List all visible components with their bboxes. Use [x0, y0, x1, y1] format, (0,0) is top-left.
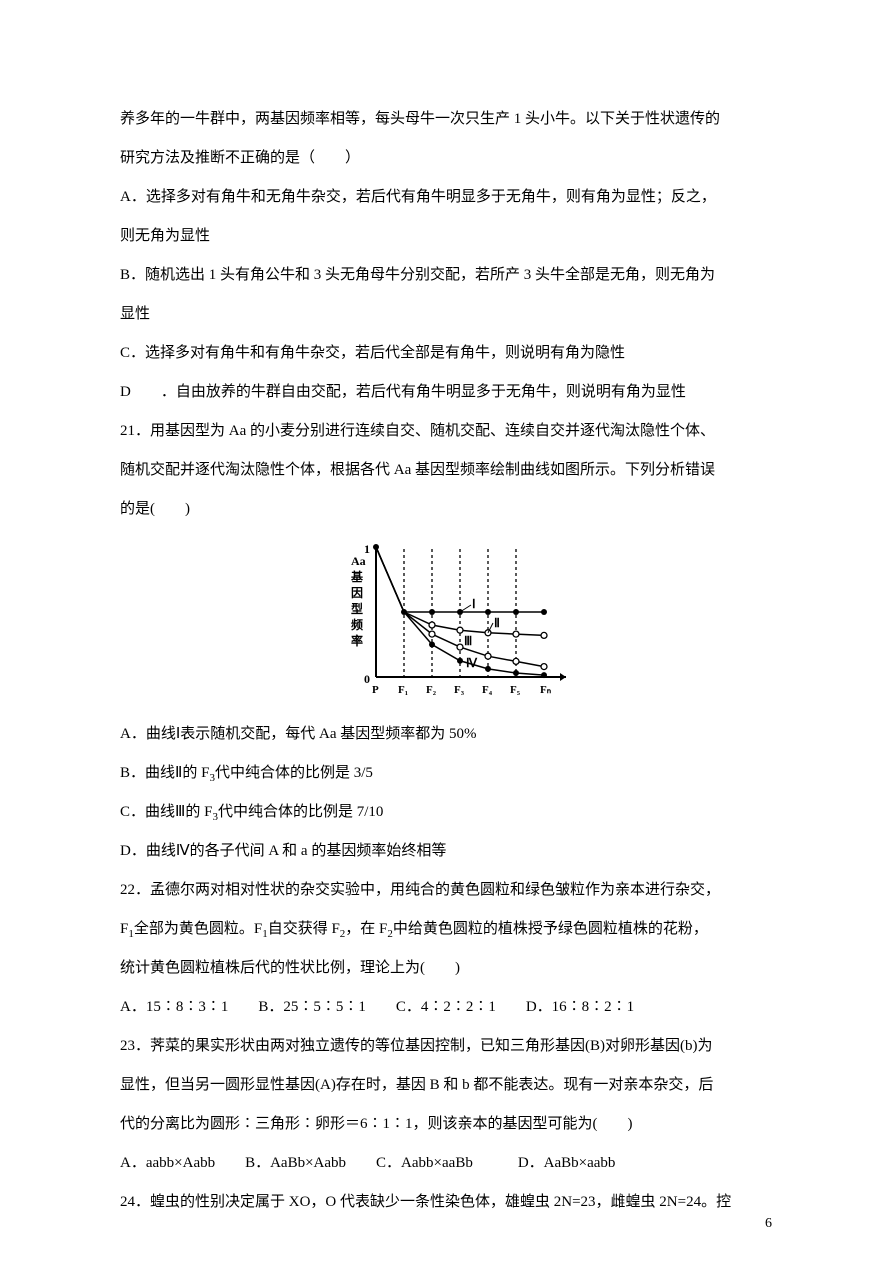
svg-text:Ⅰ: Ⅰ — [472, 597, 476, 611]
question-23: 23．荠菜的果实形状由两对独立遗传的等位基因控制，已知三角形基因(B)对卵形基因… — [120, 1027, 772, 1066]
svg-text:Fₙ: Fₙ — [540, 684, 552, 696]
text-span: 代中纯合体的比例是 3/5 — [215, 765, 373, 781]
text-line: 统计黄色圆粒植株后代的性状比例，理论上为( ) — [120, 949, 772, 988]
option-c: C．选择多对有角牛和有角牛杂交，若后代全部是有角牛，则说明有角为隐性 — [120, 334, 772, 373]
options-line: A．aabb×Aabb B．AaBb×Aabb C．Aabb×aaBb D．Aa… — [120, 1144, 772, 1183]
options-line: A．15∶8∶3∶1 B．25∶5∶5∶1 C．4∶2∶2∶1 D．16∶8∶2… — [120, 988, 772, 1027]
svg-text:率: 率 — [351, 633, 363, 648]
text-line: 则无角为显性 — [120, 217, 772, 256]
svg-text:Ⅳ: Ⅳ — [466, 656, 478, 670]
option-a: A．曲线Ⅰ表示随机交配，每代 Aa 基因型频率都为 50% — [120, 715, 772, 754]
svg-text:F₁: F₁ — [398, 684, 408, 696]
text-line: F1全部为黄色圆粒。F1自交获得 F2，在 F2中给黄色圆粒的植株授予绿色圆粒植… — [120, 910, 772, 949]
option-d: D ．自由放养的牛群自由交配，若后代有角牛明显多于无角牛，则说明有角为显性 — [120, 373, 772, 412]
chart-container: Aa 基 因 型 频 率 1 0 P F₁ F₂ F₃ F₄ F₅ Fₙ — [120, 537, 772, 707]
option-d: D．曲线Ⅳ的各子代间 A 和 a 的基因频率始终相等 — [120, 832, 772, 871]
question-21: 21．用基因型为 Aa 的小麦分别进行连续自交、随机交配、连续自交并逐代淘汰隐性… — [120, 412, 772, 451]
svg-text:F₄: F₄ — [482, 684, 493, 696]
text-span: B．曲线Ⅱ的 F — [120, 765, 209, 781]
question-24: 24．蝗虫的性别决定属于 XO，O 代表缺少一条性染色体，雄蝗虫 2N=23，雌… — [120, 1183, 772, 1222]
text-line: 显性，但当另一圆形显性基因(A)存在时，基因 B 和 b 都不能表达。现有一对亲… — [120, 1066, 772, 1105]
svg-text:Ⅱ: Ⅱ — [494, 616, 500, 630]
option-b: B．随机选出 1 头有角公牛和 3 头无角母牛分别交配，若所产 3 头牛全部是无… — [120, 256, 772, 295]
text-line: 的是( ) — [120, 490, 772, 529]
option-a: A．选择多对有角牛和无角牛杂交，若后代有角牛明显多于无角牛，则有角为显性；反之， — [120, 178, 772, 217]
text-line: 显性 — [120, 295, 772, 334]
option-c: C．曲线Ⅲ的 F3代中纯合体的比例是 7/10 — [120, 793, 772, 832]
svg-text:频: 频 — [351, 617, 363, 632]
text-line: 随机交配并逐代淘汰隐性个体，根据各代 Aa 基因型频率绘制曲线如图所示。下列分析… — [120, 451, 772, 490]
genotype-frequency-chart: Aa 基 因 型 频 率 1 0 P F₁ F₂ F₃ F₄ F₅ Fₙ — [316, 537, 576, 707]
svg-text:F₂: F₂ — [426, 684, 437, 696]
svg-text:F₅: F₅ — [510, 684, 521, 696]
text-span: 代中纯合体的比例是 7/10 — [218, 804, 383, 820]
text-span: C．曲线Ⅲ的 F — [120, 804, 212, 820]
text-span: 中给黄色圆粒的植株授予绿色圆粒植株的花粉， — [393, 921, 708, 937]
svg-text:基: 基 — [350, 569, 364, 584]
svg-text:型: 型 — [351, 601, 363, 616]
svg-text:因: 因 — [351, 585, 363, 600]
page-number: 6 — [765, 1216, 772, 1232]
svg-text:Aa: Aa — [351, 554, 366, 568]
text-span: ，在 F — [345, 921, 387, 937]
text-line: 养多年的一牛群中，两基因频率相等，每头母牛一次只生产 1 头小牛。以下关于性状遗… — [120, 100, 772, 139]
svg-text:Ⅲ: Ⅲ — [464, 634, 472, 648]
question-22: 22．孟德尔两对相对性状的杂交实验中，用纯合的黄色圆粒和绿色皱粒作为亲本进行杂交… — [120, 871, 772, 910]
option-b: B．曲线Ⅱ的 F3代中纯合体的比例是 3/5 — [120, 754, 772, 793]
svg-text:0: 0 — [364, 672, 370, 686]
svg-text:F₃: F₃ — [454, 684, 465, 696]
text-span: 全部为黄色圆粒。F — [134, 921, 262, 937]
svg-text:P: P — [372, 684, 379, 696]
svg-text:1: 1 — [364, 542, 370, 556]
text-line: 研究方法及推断不正确的是（ ） — [120, 139, 772, 178]
text-line: 代的分离比为圆形∶三角形∶卵形＝6∶1∶1，则该亲本的基因型可能为( ) — [120, 1105, 772, 1144]
text-span: 自交获得 F — [268, 921, 340, 937]
